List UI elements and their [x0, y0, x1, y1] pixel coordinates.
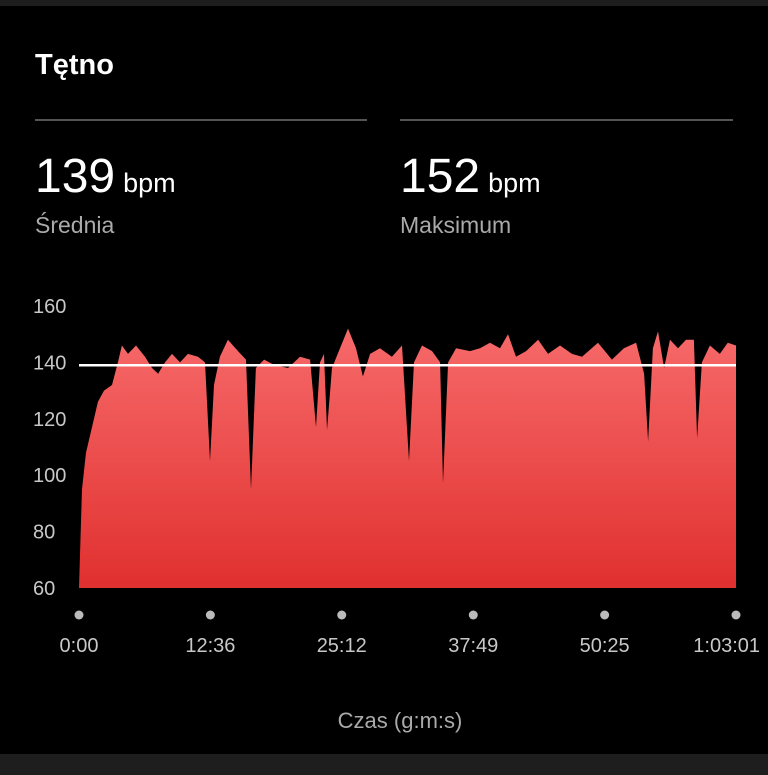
stat-label: Średnia: [35, 211, 114, 238]
x-tick-label: 0:00: [60, 635, 99, 657]
top-bar: [0, 0, 768, 6]
x-tick-label: 1:03:01: [693, 635, 760, 657]
y-tick-label: 140: [33, 352, 66, 374]
title: Tętno: [35, 49, 114, 81]
y-tick-label: 120: [33, 409, 66, 431]
stat-value: 139 bpm: [35, 150, 176, 203]
stat-value: 152 bpm: [400, 150, 541, 203]
y-tick-label: 80: [33, 522, 55, 544]
y-tick-label: 160: [33, 296, 66, 318]
area: [79, 328, 736, 588]
x-tick: [468, 610, 478, 620]
x-tick: [731, 610, 741, 620]
stat-label: Maksimum: [400, 212, 511, 238]
x-tick: [74, 610, 84, 620]
x-tick: [600, 610, 610, 620]
x-tick: [205, 610, 215, 620]
y-tick-label: 100: [33, 465, 66, 487]
x-axis-label: Czas (g:m:s): [338, 708, 463, 733]
x-tick-label: 37:49: [448, 635, 498, 657]
x-tick-label: 50:25: [580, 635, 630, 657]
x-tick-label: 25:12: [317, 635, 367, 657]
y-tick-label: 60: [33, 578, 55, 600]
x-tick: [337, 610, 347, 620]
x-tick-label: 12:36: [185, 635, 235, 657]
bottom-bar: [0, 754, 768, 775]
